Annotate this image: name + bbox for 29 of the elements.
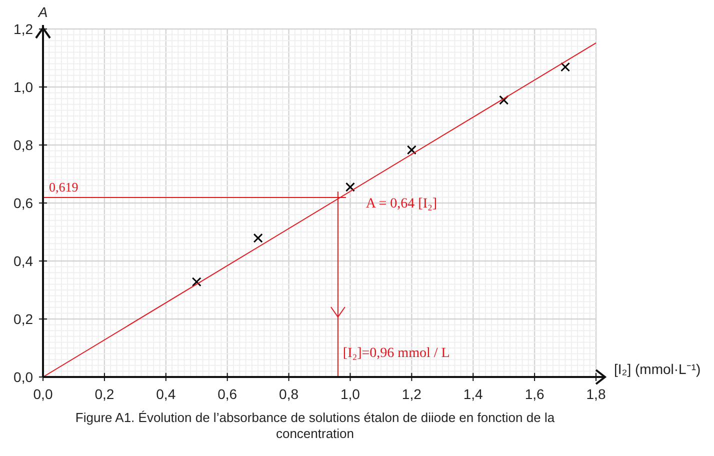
x-tick-label: 0,8: [279, 386, 299, 402]
point: [345, 182, 355, 192]
point: [560, 62, 570, 72]
x-tick-label: 0,6: [218, 386, 238, 402]
x-tick-label: 0,4: [156, 386, 176, 402]
x-tick-label: 1,2: [402, 386, 422, 402]
ref-line-label: 0,619: [49, 179, 78, 194]
x-tick-label: 1,0: [340, 386, 360, 402]
point: [499, 95, 509, 105]
annotation: A = 0,64 [I₂]: [366, 196, 438, 212]
y-axis-title: A: [37, 4, 48, 20]
y-tick-label: 1,2: [14, 21, 34, 37]
y-tick-label: 0,0: [14, 369, 34, 385]
x-tick-label: 0,2: [94, 386, 114, 402]
point: [192, 277, 202, 287]
ref-line-label: [I₂]=0,96 mmol / L: [342, 346, 450, 361]
x-tick-label: 1,4: [463, 386, 484, 402]
y-tick-label: 0,6: [14, 195, 34, 211]
x-tick-label: 1,8: [586, 386, 606, 402]
x-axis-title: [I₂] (mmol·L⁻¹): [614, 361, 701, 377]
x-tick-label: 1,6: [524, 386, 544, 402]
point: [253, 233, 263, 243]
y-tick-label: 0,2: [14, 311, 34, 327]
x-tick-label: 0,0: [33, 386, 53, 402]
y-tick-label: 1,0: [14, 79, 34, 95]
y-tick-label: 0,4: [14, 253, 34, 269]
point: [406, 145, 416, 155]
caption: Figure A1. Évolution de l’absorbance de solutions étalon de diiode en fonction de la concentration: [74, 410, 556, 442]
y-tick-label: 0,8: [14, 137, 34, 153]
